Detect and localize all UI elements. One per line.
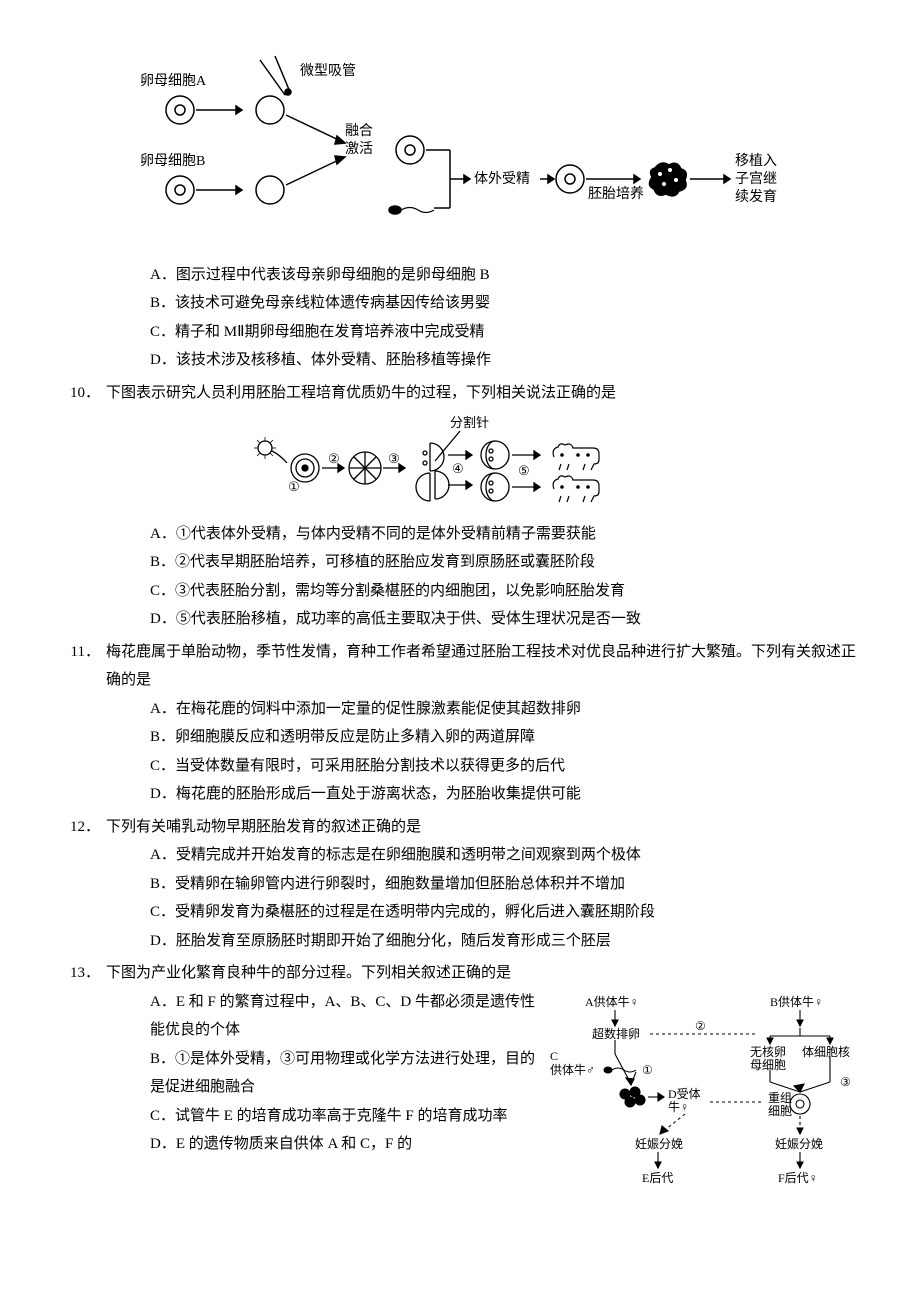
q10-number: 10． <box>60 379 106 408</box>
q13-option-a: A．E 和 F 的繁育过程中，A、B、C、D 牛都必须是遗传性能优良的个体 <box>150 988 542 1045</box>
question-11: 11． 梅花鹿属于单胎动物，季节性发情，育种工作者希望通过胚胎工程技术对优良品种… <box>60 638 860 809</box>
q9-option-c: C．精子和 MⅡ期卵母细胞在发育培养液中完成受精 <box>150 318 860 347</box>
svg-text:牛♀: 牛♀ <box>668 1099 689 1114</box>
svg-text:④: ④ <box>452 461 464 476</box>
svg-text:①: ① <box>642 1063 653 1077</box>
svg-text:细胞: 细胞 <box>768 1104 792 1118</box>
label-needle: 分割针 <box>450 415 489 430</box>
svg-text:⑤: ⑤ <box>518 463 530 478</box>
svg-text:妊娠分娩: 妊娠分娩 <box>775 1137 823 1151</box>
svg-text:供体牛♂: 供体牛♂ <box>550 1062 595 1077</box>
label-implant3: 续发育 <box>735 188 777 205</box>
q10-option-d: D．⑤代表胚胎移植，成功率的高低主要取决于供、受体生理状况是否一致 <box>150 605 860 634</box>
q11-option-c: C．当受体数量有限时，可采用胚胎分割技术以获得更多的后代 <box>150 752 860 781</box>
label-fuse: 融合 <box>345 123 373 139</box>
q13-option-b: B．①是体外受精，③可用物理或化学方法进行处理，目的是促进细胞融合 <box>150 1045 542 1102</box>
diagram-nuclear-transfer: 卵母细胞A 微型吸管 卵母细胞B <box>130 50 860 251</box>
q13-number: 13． <box>60 959 106 988</box>
q9-option-d: D．该技术涉及核移植、体外受精、胚胎移植等操作 <box>150 346 860 375</box>
svg-text:②: ② <box>695 1019 706 1033</box>
q9-options: A．图示过程中代表该母亲卵母细胞的是卵母细胞 B B．该技术可避免母亲线粒体遗传… <box>150 261 860 375</box>
q13-option-c: C．试管牛 E 的培育成功率高于克隆牛 F 的培育成功率 <box>150 1102 542 1131</box>
svg-text:体细胞核: 体细胞核 <box>802 1045 850 1059</box>
q12-option-d: D．胚胎发育至原肠胚时期即开始了细胞分化，随后发育形成三个胚层 <box>150 927 860 956</box>
label-cell-b: 卵母细胞B <box>140 153 205 169</box>
svg-text:C: C <box>550 1049 558 1063</box>
q10-stem: 下图表示研究人员利用胚胎工程培育优质奶牛的过程，下列相关说法正确的是 <box>106 379 860 408</box>
svg-text:A供体牛♀: A供体牛♀ <box>585 994 639 1009</box>
q9-option-a: A．图示过程中代表该母亲卵母细胞的是卵母细胞 B <box>150 261 860 290</box>
q9-option-b: B．该技术可避免母亲线粒体遗传病基因传给该男婴 <box>150 289 860 318</box>
svg-text:B供体牛♀: B供体牛♀ <box>770 994 823 1009</box>
svg-text:妊娠分娩: 妊娠分娩 <box>635 1137 683 1151</box>
diagram-embryo-split: 分割针 ① ② <box>60 413 860 514</box>
label-cell-a: 卵母细胞A <box>140 73 207 89</box>
label-activate: 激活 <box>345 140 373 157</box>
q11-stem: 梅花鹿属于单胎动物，季节性发情，育种工作者希望通过胚胎工程技术对优良品种进行扩大… <box>106 638 860 695</box>
diagram-cattle-breeding: A供体牛♀ B供体牛♀ ② 超数排卵 无核卵 母细胞 体细胞核 <box>550 992 860 1213</box>
q13-option-d: D．E 的遗传物质来自供体 A 和 C，F 的 <box>150 1130 542 1159</box>
q10-option-a: A．①代表体外受精，与体内受精不同的是体外受精前精子需要获能 <box>150 520 860 549</box>
svg-text:超数排卵: 超数排卵 <box>592 1026 640 1041</box>
svg-text:②: ② <box>328 451 340 466</box>
q12-option-a: A．受精完成并开始发育的标志是在卵细胞膜和透明带之间观察到两个极体 <box>150 841 860 870</box>
label-implant1: 移植入 <box>735 153 777 169</box>
q11-option-b: B．卵细胞膜反应和透明带反应是防止多精入卵的两道屏障 <box>150 723 860 752</box>
q11-option-d: D．梅花鹿的胚胎形成后一直处于游离状态，为胚胎收集提供可能 <box>150 780 860 809</box>
svg-text:D受体: D受体 <box>668 1087 701 1101</box>
q11-option-a: A．在梅花鹿的饲料中添加一定量的促性腺激素能促使其超数排卵 <box>150 695 860 724</box>
q10-option-b: B．②代表早期胚胎培养，可移植的胚胎应发育到原肠胚或囊胚阶段 <box>150 548 860 577</box>
svg-text:①: ① <box>288 479 300 494</box>
label-pipette: 微型吸管 <box>300 63 356 79</box>
svg-text:③: ③ <box>840 1075 851 1089</box>
q11-number: 11． <box>60 638 106 695</box>
svg-text:E后代: E后代 <box>642 1171 673 1185</box>
label-implant2: 子宫继 <box>735 171 777 187</box>
q13-stem: 下图为产业化繁育良种牛的部分过程。下列相关叙述正确的是 <box>106 959 860 988</box>
q12-stem: 下列有关哺乳动物早期胚胎发育的叙述正确的是 <box>106 813 860 842</box>
q12-option-c: C．受精卵发育为桑椹胚的过程是在透明带内完成的，孵化后进入囊胚期阶段 <box>150 898 860 927</box>
question-10: 10． 下图表示研究人员利用胚胎工程培育优质奶牛的过程，下列相关说法正确的是 分… <box>60 379 860 634</box>
q12-option-b: B．受精卵在输卵管内进行卵裂时，细胞数量增加但胚胎总体积并不增加 <box>150 870 860 899</box>
svg-text:母细胞: 母细胞 <box>750 1058 786 1072</box>
svg-text:重组: 重组 <box>768 1091 792 1105</box>
question-12: 12． 下列有关哺乳动物早期胚胎发育的叙述正确的是 A．受精完成并开始发育的标志… <box>60 813 860 956</box>
label-ivf: 体外受精 <box>474 171 530 187</box>
q12-number: 12． <box>60 813 106 842</box>
q10-option-c: C．③代表胚胎分割，需均等分割桑椹胚的内细胞团，以免影响胚胎发育 <box>150 577 860 606</box>
question-13: 13． 下图为产业化繁育良种牛的部分过程。下列相关叙述正确的是 A．E 和 F … <box>60 959 860 1212</box>
svg-text:F后代♀: F后代♀ <box>778 1171 818 1185</box>
svg-text:无核卵: 无核卵 <box>750 1045 786 1059</box>
svg-text:③: ③ <box>388 451 400 466</box>
label-culture: 胚胎培养 <box>588 186 644 202</box>
